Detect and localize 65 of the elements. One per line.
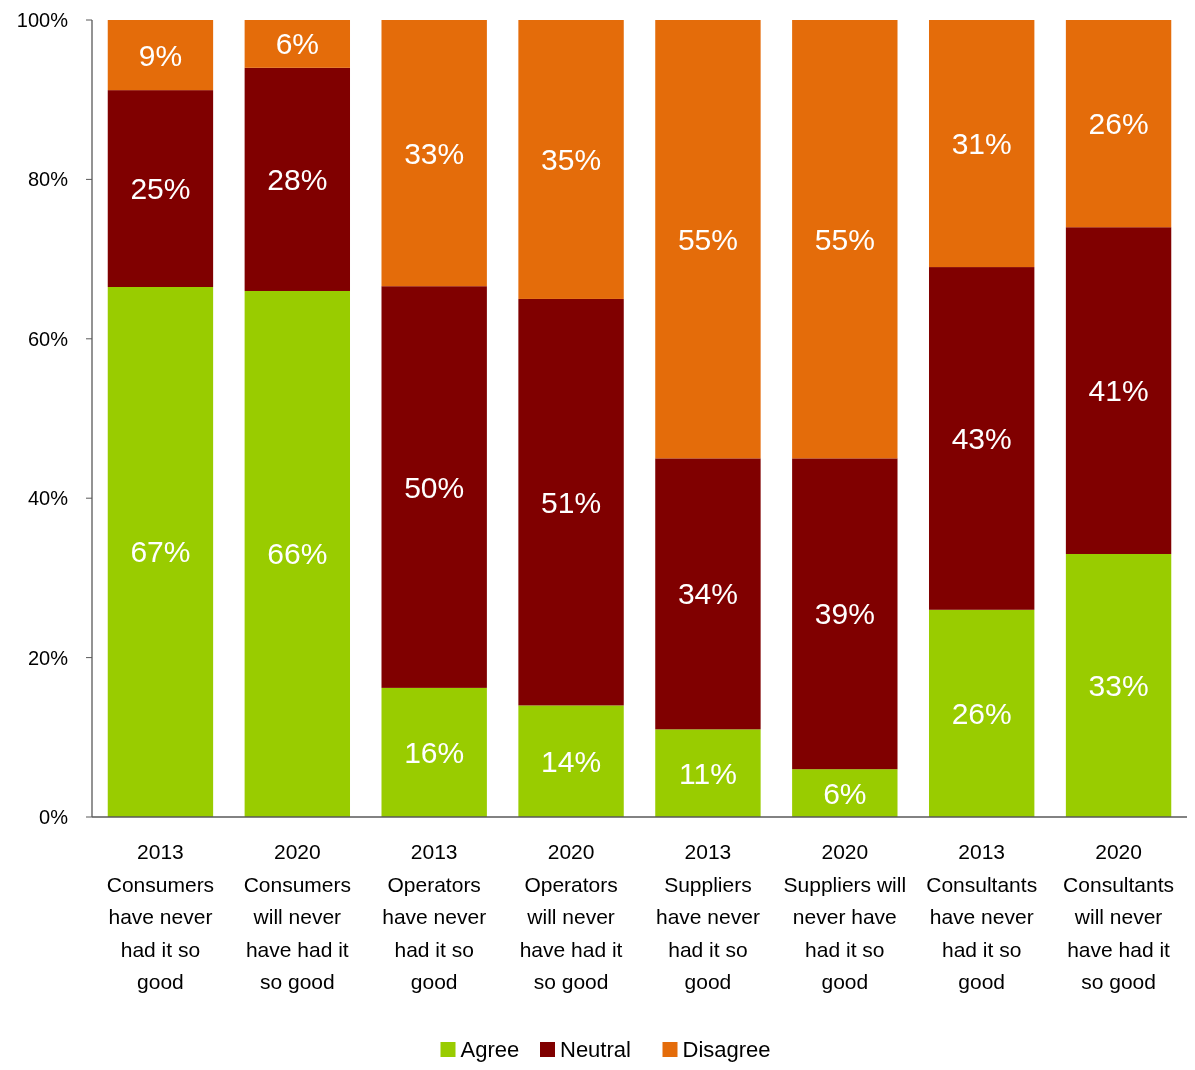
bar — [244, 67, 351, 291]
y-tick-label: 80% — [27, 168, 69, 191]
bar — [1065, 227, 1172, 554]
y-tick-label: 100% — [16, 9, 69, 31]
bar — [107, 287, 214, 817]
data-label: 39% — [814, 597, 875, 631]
data-label: 67% — [130, 535, 191, 569]
data-label: 66% — [267, 537, 328, 571]
y-tick-label: 40% — [27, 487, 69, 510]
bar — [381, 687, 487, 817]
bar — [928, 267, 1035, 610]
data-label: 11% — [679, 756, 737, 790]
bar — [1065, 20, 1172, 228]
y-tick-label: 60% — [27, 327, 69, 350]
data-label: 16% — [404, 735, 465, 769]
x-tick-label: 2020 Operators will never have had it so good — [519, 840, 623, 993]
data-label: 35% — [541, 142, 602, 176]
x-tick-label: 2020 Consumers will never have had it so good — [243, 840, 351, 993]
bar — [655, 20, 761, 459]
bar — [518, 705, 624, 817]
data-label: 34% — [677, 577, 738, 611]
data-label: 28% — [267, 162, 328, 196]
x-tick-label: 2013 Operators have never had it so good — [382, 840, 487, 993]
bar — [928, 20, 1035, 268]
data-label: 26% — [1088, 107, 1149, 141]
bar — [928, 609, 1035, 817]
data-label: 55% — [814, 222, 875, 256]
data-label: 26% — [951, 696, 1012, 730]
x-tick-label: 2013 Suppliers have never had it so good — [655, 840, 760, 993]
y-tick-label: 0% — [39, 806, 69, 828]
x-tick-label: 2020 Suppliers will never have had it so good — [783, 840, 907, 993]
bar — [244, 20, 351, 68]
data-label: 51% — [541, 485, 602, 519]
data-label: 43% — [951, 421, 1012, 455]
x-tick-label: 2013 Consumers have never had it so good — [106, 840, 215, 993]
bar — [244, 290, 351, 817]
bar — [792, 20, 898, 459]
bar — [518, 298, 624, 706]
data-label: 25% — [130, 172, 191, 206]
data-label: 6% — [275, 27, 319, 61]
bar — [792, 769, 898, 817]
bar — [655, 458, 761, 730]
data-label: 31% — [951, 127, 1012, 161]
legend-label: Neutral — [560, 1037, 631, 1062]
y-tick-label: 20% — [27, 646, 69, 669]
bar — [655, 729, 761, 817]
data-label: 50% — [404, 470, 465, 504]
legend-label: Disagree — [682, 1037, 771, 1062]
x-tick-label: 2020 Consultants will never have had it so good — [1063, 840, 1175, 993]
bar — [107, 90, 214, 287]
bar — [792, 458, 898, 770]
data-label: 33% — [404, 136, 465, 170]
bar — [1065, 553, 1172, 817]
data-label: 41% — [1088, 374, 1149, 408]
bar — [518, 20, 624, 299]
legend-label: Agree — [460, 1037, 520, 1062]
bar — [107, 20, 214, 91]
data-label: 33% — [1088, 668, 1149, 702]
data-label: 6% — [823, 776, 867, 810]
bar — [381, 286, 487, 688]
bar — [381, 20, 487, 287]
x-tick-label: 2013 Consultants have never had it so good — [926, 840, 1038, 993]
data-label: 14% — [541, 744, 602, 778]
data-label: 55% — [677, 222, 738, 256]
data-label: 9% — [138, 38, 183, 72]
